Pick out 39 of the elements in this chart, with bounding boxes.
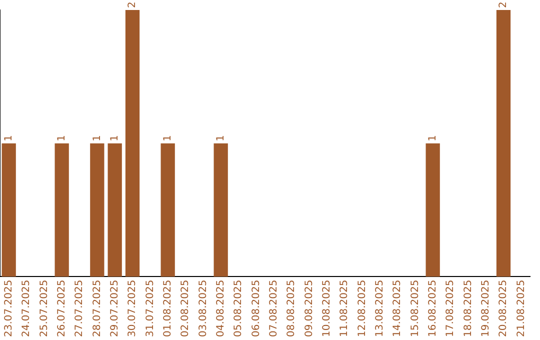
x-tick-label: 07.08.2025 bbox=[268, 280, 280, 338]
x-tick-label: 21.08.2025 bbox=[516, 280, 527, 338]
data-label: 1 bbox=[109, 134, 120, 142]
x-tick-label: 14.08.2025 bbox=[392, 280, 404, 338]
data-label: 1 bbox=[162, 134, 174, 142]
x-tick-label: 30.07.2025 bbox=[127, 280, 138, 338]
data-label: 1 bbox=[215, 134, 226, 142]
x-tick-label: 04.08.2025 bbox=[215, 280, 226, 338]
x-tick-label: 29.07.2025 bbox=[109, 280, 120, 338]
x-tick-label: 17.08.2025 bbox=[445, 280, 456, 338]
x-tick-label: 08.08.2025 bbox=[286, 280, 298, 338]
x-tick-label: 03.08.2025 bbox=[198, 280, 209, 338]
x-tick-label: 02.08.2025 bbox=[180, 280, 192, 338]
data-label: 1 bbox=[427, 134, 438, 142]
x-tick-label: 09.08.2025 bbox=[304, 280, 315, 338]
data-label: 1 bbox=[3, 134, 14, 142]
x-tick-label: 24.07.2025 bbox=[21, 280, 32, 338]
x-tick-label: 23.07.2025 bbox=[3, 280, 14, 338]
data-label: 1 bbox=[56, 134, 68, 142]
x-tick-label: 18.08.2025 bbox=[462, 280, 474, 338]
x-tick-label: 16.08.2025 bbox=[427, 280, 438, 338]
x-tick-label: 15.08.2025 bbox=[410, 280, 421, 338]
x-tick-label: 20.08.2025 bbox=[498, 280, 510, 338]
data-label: 1 bbox=[92, 134, 103, 142]
x-tick-label: 25.07.2025 bbox=[38, 280, 50, 338]
x-tick-label: 31.07.2025 bbox=[144, 280, 156, 338]
x-tick-label: 27.07.2025 bbox=[74, 280, 86, 338]
x-tick-label: 05.08.2025 bbox=[233, 280, 244, 338]
x-tick-label: 11.08.2025 bbox=[339, 280, 350, 338]
x-tick-label: 19.08.2025 bbox=[480, 280, 492, 338]
x-tick-label: 10.08.2025 bbox=[321, 280, 332, 338]
data-label: 2 bbox=[498, 2, 510, 8]
x-tick-label: 06.08.2025 bbox=[250, 280, 262, 338]
x-tick-label: 13.08.2025 bbox=[374, 280, 386, 338]
x-tick-label: 28.07.2025 bbox=[92, 280, 103, 338]
x-tick-label: 12.08.2025 bbox=[356, 280, 368, 338]
data-label: 2 bbox=[127, 2, 138, 8]
x-tick-label: 26.07.2025 bbox=[56, 280, 68, 338]
x-tick-label: 01.08.2025 bbox=[162, 280, 174, 338]
